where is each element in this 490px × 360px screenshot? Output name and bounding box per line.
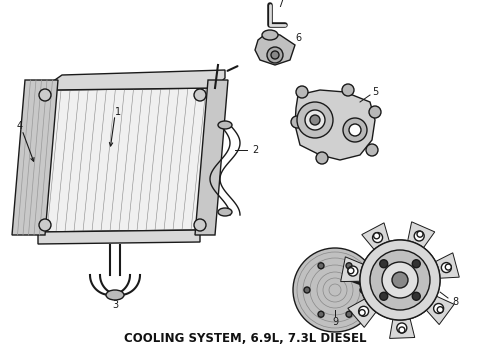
Circle shape	[359, 306, 368, 316]
Circle shape	[346, 311, 352, 317]
Circle shape	[349, 124, 361, 136]
Circle shape	[271, 51, 279, 59]
Circle shape	[441, 262, 451, 273]
Circle shape	[382, 262, 418, 298]
Polygon shape	[295, 90, 375, 160]
Polygon shape	[435, 253, 459, 278]
Polygon shape	[426, 296, 454, 325]
Circle shape	[346, 263, 352, 269]
Circle shape	[434, 303, 443, 314]
Circle shape	[372, 233, 383, 243]
Circle shape	[380, 260, 388, 268]
Circle shape	[267, 47, 283, 63]
Circle shape	[370, 250, 430, 310]
Circle shape	[316, 152, 328, 164]
Circle shape	[380, 292, 388, 300]
Polygon shape	[362, 223, 390, 250]
Circle shape	[359, 310, 365, 316]
Circle shape	[360, 240, 440, 320]
Circle shape	[380, 260, 388, 268]
Polygon shape	[38, 230, 200, 244]
Circle shape	[414, 231, 424, 241]
Circle shape	[437, 307, 443, 313]
Text: 6: 6	[295, 33, 301, 43]
Circle shape	[392, 272, 408, 288]
Circle shape	[342, 84, 354, 96]
Polygon shape	[255, 32, 295, 65]
Text: COOLING SYSTEM, 6.9L, 7.3L DIESEL: COOLING SYSTEM, 6.9L, 7.3L DIESEL	[124, 332, 366, 345]
Circle shape	[360, 287, 366, 293]
Polygon shape	[390, 318, 415, 338]
Circle shape	[39, 89, 51, 101]
Ellipse shape	[218, 121, 232, 129]
Circle shape	[417, 231, 423, 237]
Polygon shape	[348, 298, 377, 327]
Polygon shape	[195, 80, 228, 235]
Ellipse shape	[106, 290, 124, 300]
Circle shape	[194, 219, 206, 231]
Ellipse shape	[262, 30, 278, 40]
Polygon shape	[408, 222, 435, 248]
Circle shape	[310, 115, 320, 125]
Circle shape	[348, 266, 358, 276]
Circle shape	[343, 118, 367, 142]
Text: 4: 4	[17, 121, 23, 131]
Circle shape	[380, 292, 388, 300]
Polygon shape	[52, 70, 225, 90]
Circle shape	[397, 323, 407, 333]
Circle shape	[392, 272, 408, 288]
Circle shape	[296, 86, 308, 98]
Text: 3: 3	[112, 300, 118, 310]
Text: 7: 7	[277, 0, 283, 9]
Circle shape	[318, 311, 324, 317]
Circle shape	[412, 292, 420, 300]
Circle shape	[399, 327, 405, 333]
Circle shape	[291, 116, 303, 128]
Circle shape	[412, 260, 420, 268]
Polygon shape	[12, 80, 58, 235]
Circle shape	[305, 110, 325, 130]
Polygon shape	[341, 257, 364, 282]
Circle shape	[366, 144, 378, 156]
Polygon shape	[38, 88, 215, 232]
Text: 8: 8	[452, 297, 458, 307]
Circle shape	[348, 268, 354, 274]
Circle shape	[318, 263, 324, 269]
Text: 9: 9	[332, 317, 338, 327]
Circle shape	[304, 287, 310, 293]
Circle shape	[297, 102, 333, 138]
Text: 5: 5	[372, 87, 378, 97]
Circle shape	[369, 106, 381, 118]
Circle shape	[39, 219, 51, 231]
Circle shape	[194, 89, 206, 101]
Circle shape	[445, 264, 451, 270]
Circle shape	[412, 292, 420, 300]
Ellipse shape	[218, 208, 232, 216]
Circle shape	[382, 262, 418, 298]
Circle shape	[293, 248, 377, 332]
Circle shape	[374, 233, 380, 239]
Text: 1: 1	[115, 107, 121, 117]
Circle shape	[360, 240, 440, 320]
Circle shape	[370, 250, 430, 310]
Circle shape	[412, 260, 420, 268]
Text: 2: 2	[252, 145, 258, 155]
